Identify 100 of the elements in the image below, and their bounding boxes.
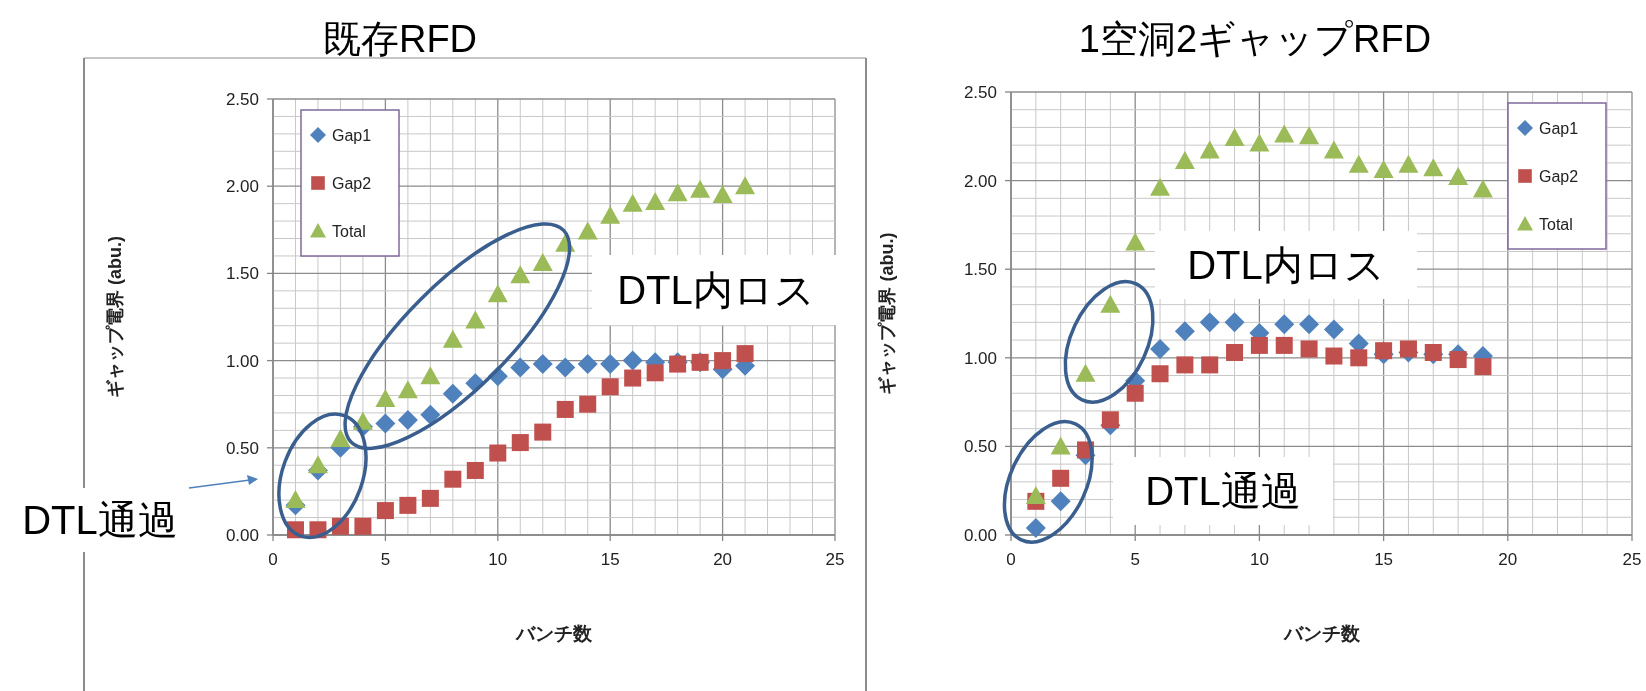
point bbox=[375, 388, 396, 407]
point bbox=[1101, 411, 1119, 429]
point bbox=[1226, 343, 1244, 361]
point bbox=[1075, 363, 1096, 382]
point bbox=[442, 329, 463, 348]
point bbox=[1373, 159, 1394, 178]
point bbox=[1274, 314, 1295, 335]
point bbox=[397, 380, 418, 399]
point bbox=[1375, 342, 1393, 360]
point bbox=[420, 404, 441, 425]
point bbox=[376, 502, 394, 520]
point bbox=[1150, 338, 1171, 359]
chart-title: 既存RFD bbox=[322, 18, 478, 60]
point bbox=[690, 179, 711, 198]
x-tick-label: 15 bbox=[600, 550, 620, 569]
chart-title: 1空洞2ギャップRFD bbox=[1078, 18, 1432, 60]
point bbox=[1275, 336, 1293, 354]
point bbox=[1448, 167, 1469, 186]
point bbox=[1174, 151, 1195, 170]
point bbox=[444, 470, 462, 488]
y-tick-label: 1.00 bbox=[225, 351, 259, 371]
point bbox=[1474, 358, 1492, 376]
point bbox=[285, 490, 306, 509]
point bbox=[1199, 140, 1220, 159]
point bbox=[442, 383, 463, 404]
annotation: DTL通過 bbox=[1145, 469, 1301, 513]
point bbox=[1325, 347, 1343, 365]
point bbox=[307, 455, 328, 474]
point bbox=[330, 429, 351, 448]
point bbox=[600, 205, 621, 224]
point bbox=[375, 413, 396, 434]
point bbox=[646, 364, 664, 382]
point bbox=[1323, 319, 1344, 340]
point bbox=[1050, 436, 1071, 455]
y-tick-label: 0.50 bbox=[225, 438, 259, 458]
x-tick-label: 5 bbox=[1130, 550, 1140, 569]
point bbox=[534, 423, 552, 441]
y-tick-label: 0.00 bbox=[225, 526, 259, 545]
point bbox=[1174, 321, 1195, 342]
point bbox=[1299, 126, 1320, 145]
point bbox=[532, 252, 553, 271]
point bbox=[1424, 343, 1442, 361]
point bbox=[1176, 356, 1194, 374]
y-tick-label: 1.00 bbox=[963, 348, 997, 368]
point bbox=[622, 193, 643, 212]
point bbox=[714, 352, 732, 370]
point bbox=[354, 517, 372, 535]
x-tick-label: 15 bbox=[1374, 550, 1394, 569]
x-tick-label: 5 bbox=[380, 550, 391, 569]
y-tick-label: 2.00 bbox=[963, 171, 997, 191]
point bbox=[1100, 294, 1121, 313]
point bbox=[1299, 314, 1320, 335]
point bbox=[736, 345, 754, 363]
x-axis-title: バンチ数 bbox=[515, 623, 593, 644]
point bbox=[622, 350, 643, 371]
point bbox=[1025, 517, 1046, 538]
point bbox=[421, 489, 439, 507]
point bbox=[1249, 133, 1270, 152]
legend-label: Total bbox=[332, 223, 366, 240]
point bbox=[735, 176, 756, 195]
point bbox=[1150, 177, 1171, 196]
legend-label: Gap1 bbox=[1539, 120, 1579, 137]
point bbox=[1025, 486, 1046, 505]
y-tick-label: 2.00 bbox=[225, 177, 259, 197]
point bbox=[1348, 154, 1369, 173]
point bbox=[600, 354, 621, 375]
x-tick-label: 0 bbox=[1006, 550, 1016, 569]
point bbox=[397, 409, 418, 430]
legend-label: Gap1 bbox=[332, 127, 372, 144]
x-tick-label: 0 bbox=[268, 550, 278, 569]
x-tick-label: 25 bbox=[1622, 550, 1642, 569]
y-tick-label: 0.00 bbox=[963, 526, 997, 545]
y-axis-title: ギャップ電界 (abu.) bbox=[105, 236, 125, 398]
point bbox=[555, 357, 576, 378]
point bbox=[487, 284, 508, 303]
point bbox=[1423, 158, 1444, 177]
legend-label: Gap2 bbox=[332, 175, 372, 192]
point bbox=[1300, 340, 1318, 358]
annotation: DTL内ロス bbox=[1187, 243, 1385, 287]
point bbox=[511, 434, 529, 452]
y-tick-label: 1.50 bbox=[225, 264, 259, 284]
x-tick-label: 10 bbox=[1249, 550, 1269, 569]
point bbox=[1449, 351, 1467, 369]
point bbox=[1274, 124, 1295, 143]
point bbox=[466, 461, 484, 479]
legend-label: Total bbox=[1539, 216, 1573, 233]
point bbox=[1151, 365, 1169, 383]
point bbox=[577, 221, 598, 240]
point bbox=[1350, 349, 1368, 367]
point bbox=[1323, 140, 1344, 159]
point bbox=[532, 354, 553, 375]
y-axis-title: ギャップ電界 (abu.) bbox=[877, 232, 897, 395]
annotation: DTL内ロス bbox=[617, 268, 815, 312]
x-axis-title: バンチ数 bbox=[1282, 623, 1361, 644]
point bbox=[1399, 340, 1417, 358]
point bbox=[1472, 179, 1493, 198]
point bbox=[1224, 312, 1245, 333]
point bbox=[624, 369, 642, 387]
legend-label: Gap2 bbox=[1539, 168, 1579, 185]
point bbox=[1199, 312, 1220, 333]
